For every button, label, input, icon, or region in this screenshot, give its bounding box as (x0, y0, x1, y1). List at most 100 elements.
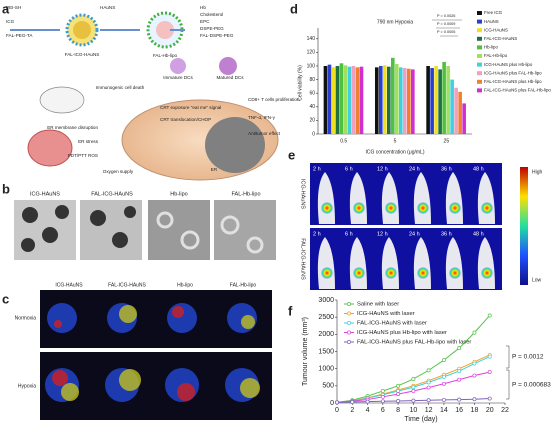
marker (472, 397, 477, 402)
image-label: FAL-ICG-HAuNS (91, 191, 133, 197)
legend-label: ICG-HAuNS plus Hb-lipo with laser (357, 330, 447, 336)
scheme-label: Hb (200, 5, 206, 10)
column-label: FAL-Hb-lipo (230, 282, 257, 288)
image-label: Hb-lipo (170, 191, 187, 197)
marker (472, 361, 477, 366)
y-tick-label: 140 (307, 36, 316, 42)
x-tick-label: 16 (455, 407, 463, 414)
x-tick-label: 6 (381, 407, 385, 414)
marker (487, 396, 492, 401)
bar (359, 66, 364, 134)
marker (411, 377, 416, 381)
time-label: 12 h (377, 166, 388, 172)
marker (350, 400, 355, 404)
marker (457, 346, 462, 351)
signal (481, 267, 493, 279)
bar (407, 68, 411, 134)
x-tick-label: 25 (444, 138, 450, 144)
legend-label: FAL-ICG-HAuNS with laser (357, 321, 427, 327)
marker (396, 392, 401, 397)
scheme-label: FAL-PEG-TA (6, 33, 33, 38)
scheme-label: Oxygen supply (103, 169, 134, 174)
legend-label: ICG-HAuNS plus Hb-lipo (484, 62, 533, 67)
scheme-label: Antitumor effect (248, 131, 281, 136)
row-label: Hypoxia (18, 383, 36, 389)
x-axis-label: ICG concentration (μg/mL) (365, 149, 424, 155)
y-tick-label: 2000 (318, 331, 334, 338)
legend-label: FAL-Hb-lipo (484, 53, 508, 58)
y-tick-label: 40 (309, 104, 315, 110)
time-label: 6 h (345, 231, 353, 237)
legend-swatch (477, 79, 482, 84)
column-label: Hb-lipo (177, 282, 193, 288)
x-tick-label: 4 (366, 407, 370, 414)
bar (343, 65, 348, 134)
time-label: 2 h (313, 231, 321, 237)
marker (457, 377, 462, 382)
marker (441, 374, 446, 379)
time-label: 36 h (441, 166, 452, 172)
scheme-label: FAL-Hb-lipo (153, 53, 178, 58)
legend-label: FAL-ICG-HAuNS plus Hb-lipo (484, 79, 542, 84)
signal (385, 202, 397, 214)
signal (353, 202, 365, 214)
x-tick-label: 20 (486, 407, 494, 414)
signal (481, 202, 493, 214)
marker (335, 400, 339, 405)
marker (411, 398, 416, 403)
scheme-label: CD8+ T cells proliferation (248, 97, 300, 102)
scheme-art (10, 11, 279, 181)
y-axis-label: Tumour volume (mm³) (302, 317, 309, 386)
marker (472, 330, 477, 335)
panel-letter: e (288, 147, 295, 162)
x-tick-label: 12 (425, 407, 433, 414)
scheme-label: CRT translocation/CHOP (160, 117, 211, 122)
bar (450, 79, 454, 134)
scheme-label: ER (211, 167, 218, 172)
scheme-label: Immature DCs (163, 75, 193, 80)
image-label: FAL-Hb-lipo (231, 191, 260, 197)
bar (411, 69, 415, 134)
bar (323, 66, 328, 134)
time-label: 48 h (473, 231, 484, 237)
marker (380, 389, 385, 393)
scheme-label: Cholesterol (200, 12, 223, 17)
annotation: P = 0.0009 (437, 22, 455, 26)
legend-marker (347, 330, 351, 335)
marker (365, 399, 370, 404)
marker (426, 398, 431, 403)
time-label: 6 h (345, 166, 353, 172)
marker (411, 389, 416, 393)
legend-label: HAuNS (484, 19, 499, 24)
x-tick-label: 0.5 (340, 138, 347, 144)
panel-letter: a (2, 1, 10, 16)
bar (438, 69, 442, 134)
bar (355, 67, 360, 134)
bar (458, 91, 462, 134)
bar (351, 66, 356, 134)
legend-label: ICG-HAuNS with laser (357, 311, 415, 317)
bar (399, 67, 403, 134)
column-label: FAL-ICG-HAuNS (108, 282, 146, 288)
scheme-label: ICG (6, 19, 15, 24)
signal (417, 267, 429, 279)
marker (441, 358, 446, 363)
legend-label: FAL-ICG-HAuNS plus FAL-Hb-lipo (484, 88, 551, 93)
x-tick-label: 2 (350, 407, 354, 414)
time-label: 48 h (473, 166, 484, 172)
bar (442, 61, 446, 134)
legend-swatch (477, 54, 482, 58)
marker (380, 394, 385, 399)
y-tick-label: 1000 (318, 366, 334, 373)
time-label: 2 h (313, 166, 321, 172)
y-tick-label: 500 (322, 383, 334, 390)
scheme-label: ER membrane disruption (47, 125, 98, 130)
legend-marker (347, 311, 351, 316)
scale-label: High (532, 169, 543, 175)
bar (462, 103, 466, 134)
legend-swatch (477, 28, 482, 33)
bracket (506, 369, 510, 400)
scheme-label: TNF-α, IFN-γ (248, 115, 276, 120)
x-axis-label: Time (day) (404, 416, 437, 423)
scheme-label: EPC (200, 19, 210, 24)
